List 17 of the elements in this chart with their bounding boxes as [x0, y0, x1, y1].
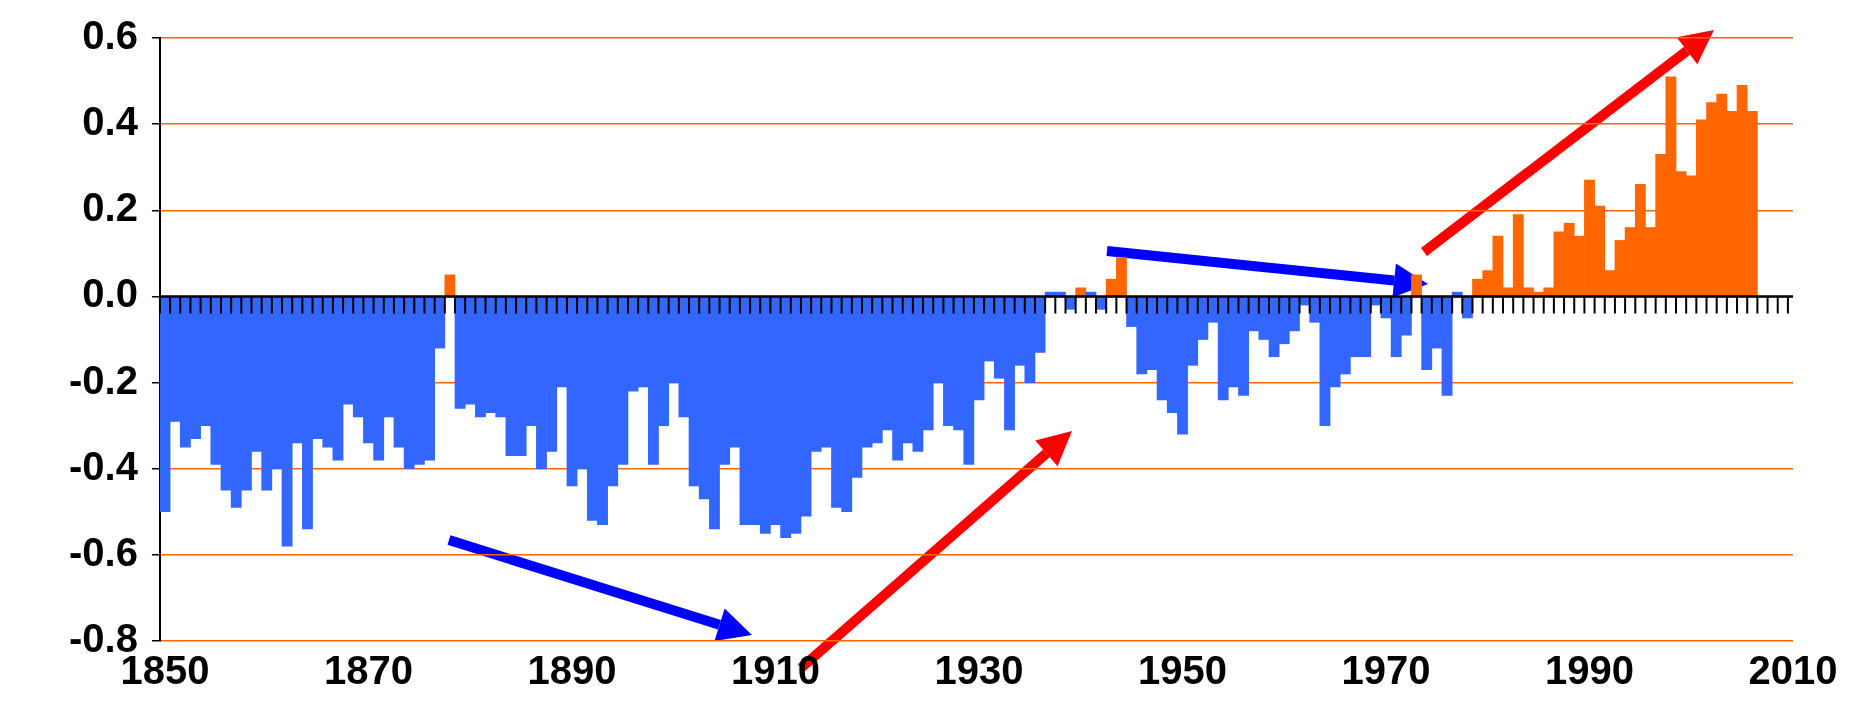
x-tick-label: 2010 [1748, 648, 1838, 693]
x-tick-label: 1950 [1138, 648, 1227, 693]
y-tick-label: 0.6 [82, 13, 138, 58]
y-tick-label: -0.6 [68, 529, 138, 574]
x-tick-label: 1990 [1545, 648, 1634, 693]
x-tick-label: 1910 [731, 648, 820, 693]
bar [444, 274, 456, 297]
bar [1411, 274, 1422, 297]
x-tick-label: 1890 [527, 648, 617, 693]
y-tick-label: 0.2 [82, 185, 138, 230]
x-tick-label: 1970 [1341, 648, 1431, 693]
y-tick-label: -0.4 [68, 443, 139, 488]
y-tick-label: 0.4 [82, 99, 139, 144]
x-tick-label: 1870 [324, 648, 413, 693]
x-tick-label: 1930 [934, 648, 1024, 693]
y-tick-label: 0.0 [82, 271, 138, 316]
y-tick-label: -0.2 [68, 357, 138, 402]
